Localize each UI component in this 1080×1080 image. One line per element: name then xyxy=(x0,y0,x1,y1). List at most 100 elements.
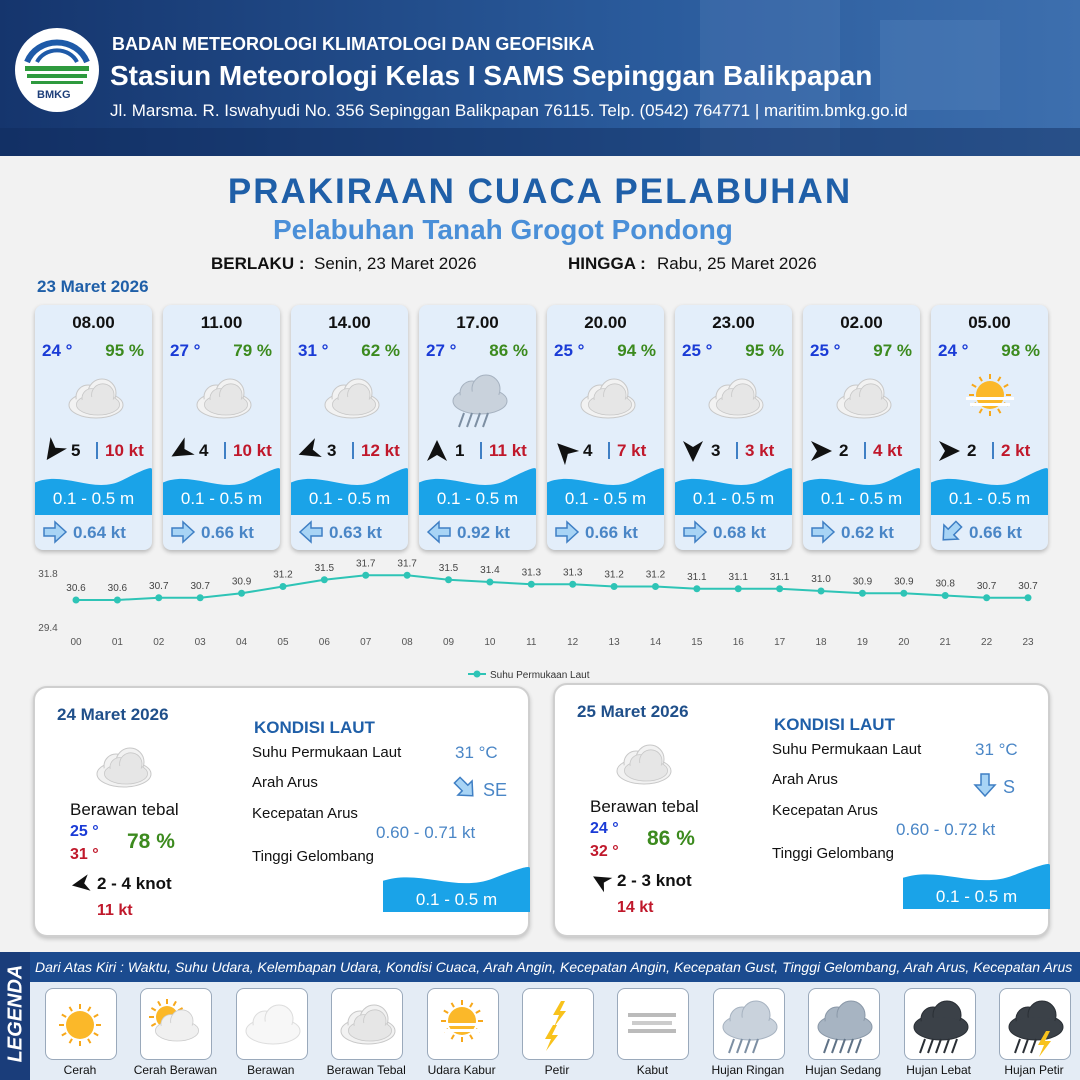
icon-shape xyxy=(1022,1038,1029,1054)
wind-speed: 2 - 4 knot xyxy=(97,874,172,893)
day-panel: 25 Maret 2026 Berawan tebal 24 ° 86 % 32 ° 2 … xyxy=(553,683,1050,937)
icon-shape xyxy=(553,1001,566,1027)
icon-shape xyxy=(66,1011,94,1039)
x-tick-label: 20 xyxy=(898,637,910,648)
wind-arrow xyxy=(171,437,195,457)
icon-shape xyxy=(204,383,249,416)
panel-date: 24 Maret 2026 xyxy=(57,705,169,724)
x-tick-label: 02 xyxy=(153,637,165,648)
value-label: 31.5 xyxy=(439,563,459,574)
icon-shape xyxy=(626,762,666,781)
current-speed: 0.68 kt xyxy=(713,523,766,542)
wave-shape xyxy=(383,866,530,912)
separator xyxy=(864,442,866,459)
icon-shape xyxy=(450,1034,455,1040)
time: 08.00 xyxy=(72,313,115,332)
icon-shape xyxy=(468,1002,473,1008)
temperature: 25 ° xyxy=(554,341,585,360)
icon-shape xyxy=(441,1029,482,1032)
separator xyxy=(224,442,226,459)
icon-shape xyxy=(978,408,983,414)
temperature: 25 ° xyxy=(682,341,713,360)
wave-shape xyxy=(291,468,408,515)
current-speed: 0.66 kt xyxy=(969,523,1022,542)
legend-label: Hujan Sedang xyxy=(805,1063,882,1077)
wind-arrow xyxy=(811,441,832,461)
wave-shape xyxy=(931,468,1048,515)
icon-shape xyxy=(950,1038,958,1054)
icon-shape xyxy=(171,437,195,457)
icon-shape xyxy=(419,468,536,515)
forecast-card: 02.00 25 ° 97 % 2 4 kt 0.1 - 0.5 m 0.62 kt xyxy=(803,305,920,550)
x-tick-label: 03 xyxy=(195,637,207,648)
icon-shape xyxy=(934,1038,942,1054)
icon-shape xyxy=(966,397,1014,400)
humidity: 78 % xyxy=(127,830,175,853)
icon-shape xyxy=(348,1009,393,1042)
gust: 7 kt xyxy=(617,441,647,460)
icon-shape xyxy=(973,773,997,798)
icon-shape xyxy=(173,1000,178,1007)
day-panel: 24 Maret 2026 Berawan tebal 25 ° 78 % 31 ° 2 … xyxy=(33,686,530,937)
wave-shape xyxy=(903,863,1050,909)
value-label: 30.6 xyxy=(66,583,86,594)
icon-shape xyxy=(245,1004,301,1045)
wind-arrow xyxy=(593,876,613,893)
icon-shape xyxy=(155,1009,200,1042)
legend-icon-box xyxy=(522,988,594,1060)
icon-shape xyxy=(157,1000,162,1007)
temp-min: 24 ° xyxy=(590,820,619,837)
forecast-card: 11.00 27 ° 79 % 4 10 kt 0.1 - 0.5 m 0.66 kt xyxy=(163,305,280,550)
icon-shape xyxy=(978,376,983,382)
header-band xyxy=(0,0,1080,156)
value-label: 31.7 xyxy=(397,558,417,569)
icon-shape xyxy=(46,437,67,461)
x-tick-label: 10 xyxy=(484,637,496,648)
direction: SE xyxy=(483,780,508,800)
address: Jl. Marsma. R. Iswahyudi No. 356 Sepingg… xyxy=(110,101,908,120)
x-tick-label: 21 xyxy=(940,637,952,648)
sst-point xyxy=(1024,594,1032,602)
legend-label: Petir xyxy=(544,1063,570,1077)
wind-speed: 5 xyxy=(71,441,81,460)
sst-line xyxy=(76,574,1028,601)
wave-height: 0.1 - 0.5 m xyxy=(415,890,498,909)
sst-point xyxy=(486,578,494,586)
subtitle: Pelabuhan Tanah Grogot Pondong xyxy=(273,214,733,245)
legend-icon xyxy=(340,1004,396,1045)
icon-shape xyxy=(847,1038,855,1054)
icon-shape xyxy=(675,468,792,515)
sst-point xyxy=(72,596,80,604)
icon-shape xyxy=(298,520,323,544)
current-speed: 0.92 kt xyxy=(457,523,510,542)
forecast-card: 05.00 24 ° 98 % 2 2 kt 0.1 - 0.5 m 0.66 kt xyxy=(931,305,1048,550)
temperature: 25 ° xyxy=(810,341,841,360)
icon-shape xyxy=(442,1009,449,1014)
icon-shape xyxy=(427,440,447,461)
icon-shape xyxy=(71,874,91,891)
value-label: 31.1 xyxy=(729,572,749,583)
gust: 10 kt xyxy=(105,441,144,460)
current-arrow xyxy=(555,520,580,544)
wave-height: 0.1 - 0.5 m xyxy=(820,489,903,508)
icon-shape xyxy=(716,383,761,416)
x-tick-label: 13 xyxy=(609,637,621,648)
wave-shape xyxy=(675,468,792,515)
icon-shape xyxy=(1038,1031,1051,1057)
forecast-card: 20.00 25 ° 94 % 4 7 kt 0.1 - 0.5 m 0.66 kt xyxy=(547,305,664,550)
icon-shape xyxy=(628,1029,677,1033)
icon-shape xyxy=(735,1038,743,1054)
separator xyxy=(608,442,610,459)
title: PRAKIRAAN CUACA PELABUHAN xyxy=(227,172,853,211)
x-tick-label: 22 xyxy=(981,637,993,648)
temp-max: 32 ° xyxy=(590,843,619,860)
gust: 3 kt xyxy=(745,441,775,460)
icon-shape xyxy=(93,1013,99,1018)
weather-text: Berawan tebal xyxy=(590,797,699,816)
current-arrow xyxy=(426,520,451,544)
icon-shape xyxy=(811,441,832,461)
wind-speed: 1 xyxy=(455,441,465,460)
icon-shape xyxy=(811,441,832,461)
x-tick-label: 09 xyxy=(443,637,455,648)
